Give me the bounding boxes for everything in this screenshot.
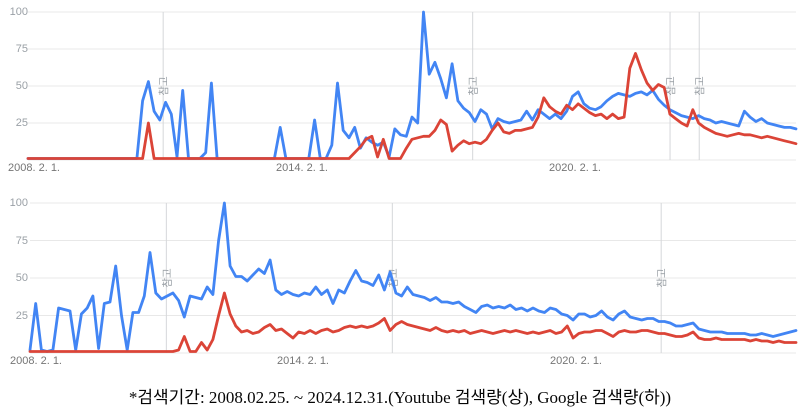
x-axis-tick-label: 2014. 2. 1. bbox=[276, 162, 328, 174]
x-axis-tick-label: 2014. 2. 1. bbox=[277, 355, 329, 367]
y-axis-tick-label: 50 bbox=[15, 80, 28, 92]
note-marker-label: 참고 bbox=[158, 76, 170, 96]
x-axis-tick-label: 2020. 2. 1. bbox=[549, 162, 601, 174]
note-marker-label: 참고 bbox=[694, 76, 706, 96]
note-marker-label: 참고 bbox=[161, 268, 173, 288]
youtube-chart-canvas: 참고 참고 참고 참고 bbox=[26, 10, 798, 161]
y-axis-tick-label: 75 bbox=[15, 43, 28, 55]
blue-series-line bbox=[26, 10, 798, 160]
google-chart-canvas: 참고 참고 참고 bbox=[28, 201, 798, 354]
y-axis-tick-label: 50 bbox=[15, 272, 28, 284]
x-axis-tick-label: 2008. 2. 1. bbox=[10, 355, 62, 367]
y-axis-tick-label: 25 bbox=[15, 117, 28, 129]
note-marker-label: 참고 bbox=[468, 76, 480, 96]
red-series-line bbox=[26, 52, 798, 160]
search-period-caption: *검색기간: 2008.02.25. ~ 2024.12.31.(Youtube… bbox=[128, 388, 672, 407]
x-axis-tick-label: 2008. 2. 1. bbox=[8, 162, 60, 174]
y-axis-tick-label: 75 bbox=[15, 235, 28, 247]
blue-series-line bbox=[28, 201, 798, 353]
google-search-chart: 참고 참고 참고 100 75 50 25 2008. 2. 1. 2014. 2.… bbox=[0, 191, 800, 369]
y-axis-tick-label: 100 bbox=[9, 6, 28, 18]
youtube-search-chart: 참고 참고 참고 참고 100 75 50 25 2008. 2. 1. 2014. … bbox=[0, 0, 800, 178]
y-axis-tick-label: 25 bbox=[15, 310, 28, 322]
note-marker-label: 참고 bbox=[665, 76, 677, 96]
y-axis-tick-label: 100 bbox=[9, 197, 28, 209]
note-marker-label: 참고 bbox=[656, 268, 668, 288]
red-series-line bbox=[28, 291, 798, 353]
x-axis-tick-label: 2020. 2. 1. bbox=[550, 355, 602, 367]
